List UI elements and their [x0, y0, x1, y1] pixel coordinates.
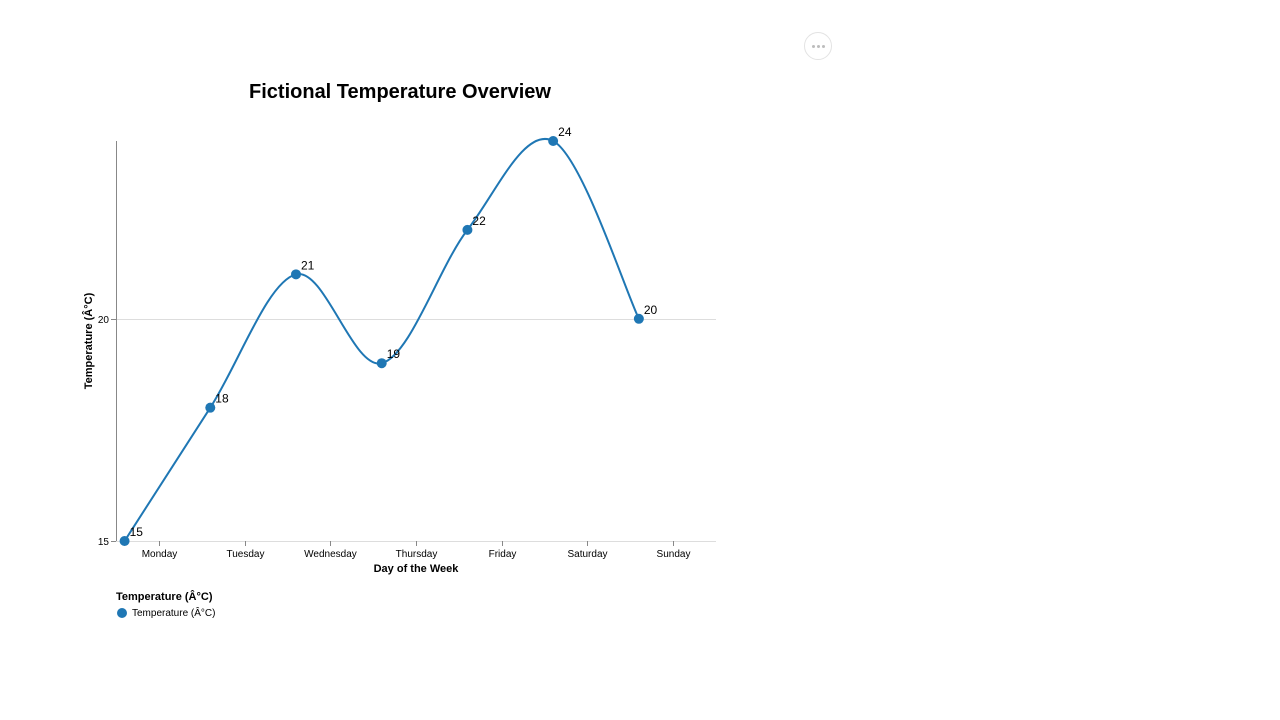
data-point — [462, 224, 473, 235]
x-tick-label: Thursday — [396, 549, 438, 560]
x-tick-label: Sunday — [657, 549, 691, 560]
data-label: 21 — [301, 258, 315, 272]
y-tick-label: 15 — [98, 537, 110, 548]
data-point — [119, 536, 130, 546]
data-point — [548, 136, 559, 146]
series-layer: 15 18 21 19 22 24 20 — [119, 125, 658, 546]
data-label: 19 — [387, 347, 401, 361]
data-point — [376, 358, 387, 369]
x-tick-label: Wednesday — [304, 549, 357, 560]
x-axis-title: Day of the Week — [374, 563, 460, 575]
legend-title: Temperature (Â°C) — [116, 590, 213, 603]
data-point — [205, 402, 216, 413]
x-axis-ticks: Monday Tuesday Wednesday Thursday Friday Satu… — [142, 541, 691, 560]
y-tick-label: 20 — [98, 315, 110, 326]
more-horizontal-icon — [811, 44, 815, 48]
x-tick-label: Tuesday — [227, 549, 265, 560]
x-tick-label: Monday — [142, 549, 178, 560]
y-axis-title: Temperature (Â°C) — [82, 292, 95, 389]
grid-lines — [116, 319, 716, 542]
legend-label: Temperature (Â°C) — [132, 606, 215, 619]
data-label: 15 — [130, 525, 144, 539]
more-options-button[interactable] — [804, 32, 832, 60]
data-point — [633, 313, 644, 324]
data-point — [291, 269, 301, 280]
data-label: 24 — [558, 125, 572, 139]
legend-swatch — [117, 608, 127, 618]
data-label: 20 — [644, 303, 658, 317]
x-tick-label: Friday — [489, 549, 517, 560]
chart-title: Fictional Temperature Overview — [249, 81, 551, 103]
data-label: 18 — [215, 392, 229, 406]
legend: Temperature (Â°C) Temperature (Â°C) — [116, 590, 215, 619]
series-line — [123, 137, 640, 542]
data-label: 22 — [472, 214, 486, 228]
x-tick-label: Saturday — [567, 549, 607, 560]
